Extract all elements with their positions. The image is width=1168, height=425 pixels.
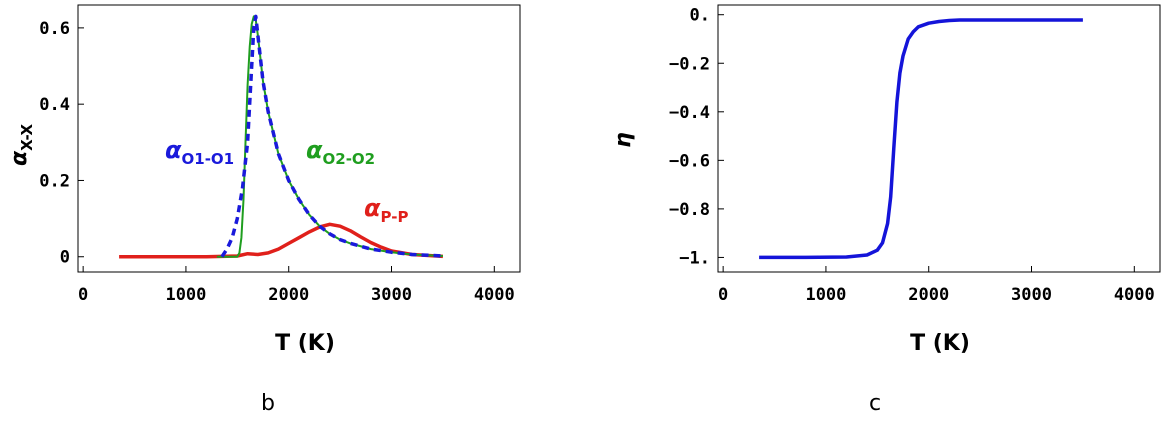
series-line-3 [119,222,444,259]
y-tick-label: −0.4 [669,103,710,123]
series-annotations: αO1-O1 αO2-O2 αP-P [165,136,408,226]
series-annotation: αO1-O1 [165,136,234,168]
panel-label: b [261,391,275,416]
x-tick-label: 0 [718,285,728,305]
series-group [759,18,1083,260]
series-group [119,14,444,259]
x-axis-label: T (K) [910,331,970,356]
x-ticks: 0 1000 2000 3000 4000 [78,266,515,305]
y-tick-label: 0.2 [39,171,70,191]
y-tick-label: −0.2 [669,54,710,74]
x-tick-label: 4000 [474,285,515,305]
panel-label: c [869,391,881,416]
x-tick-label: 3000 [1011,285,1052,305]
y-ticks: 0 0.2 0.4 0.6 [39,19,84,268]
x-tick-label: 0 [78,285,88,305]
y-tick-label: 0.4 [39,95,70,115]
x-tick-label: 3000 [371,285,412,305]
series-line-1 [220,14,443,258]
series-annotation: αP-P [364,194,408,226]
y-tick-label: 0 [60,248,70,268]
y-tick-label: −1. [679,248,710,268]
y-tick-label: 0. [690,6,710,26]
series-annotation: αO2-O2 [306,136,375,168]
x-tick-label: 1000 [805,285,846,305]
y-tick-label: −0.6 [669,151,710,171]
plot-frame [77,4,521,273]
series-line-1 [759,18,1083,260]
plot-frame [717,4,1161,273]
x-tick-label: 2000 [908,285,949,305]
x-tick-label: 2000 [268,285,309,305]
x-tick-label: 4000 [1114,285,1155,305]
x-axis-label: T (K) [275,331,335,356]
y-axis-label: αX-X [7,124,36,166]
y-tick-label: −0.8 [669,200,710,220]
panel-b: 0 1000 2000 3000 4000 0 0.2 0.4 0.6 αO1-O1 αO2-O… [7,4,521,416]
x-tick-label: 1000 [165,285,206,305]
y-ticks: −1. −0.8 −0.6 −0.4 −0.2 0. [669,6,724,268]
x-ticks: 0 1000 2000 3000 4000 [718,266,1155,305]
y-tick-label: 0.6 [39,19,70,39]
panel-c: 0 1000 2000 3000 4000 −1.−0.8−0.6−0.4−0.20. … [611,4,1161,416]
y-axis-label: η [611,132,636,148]
